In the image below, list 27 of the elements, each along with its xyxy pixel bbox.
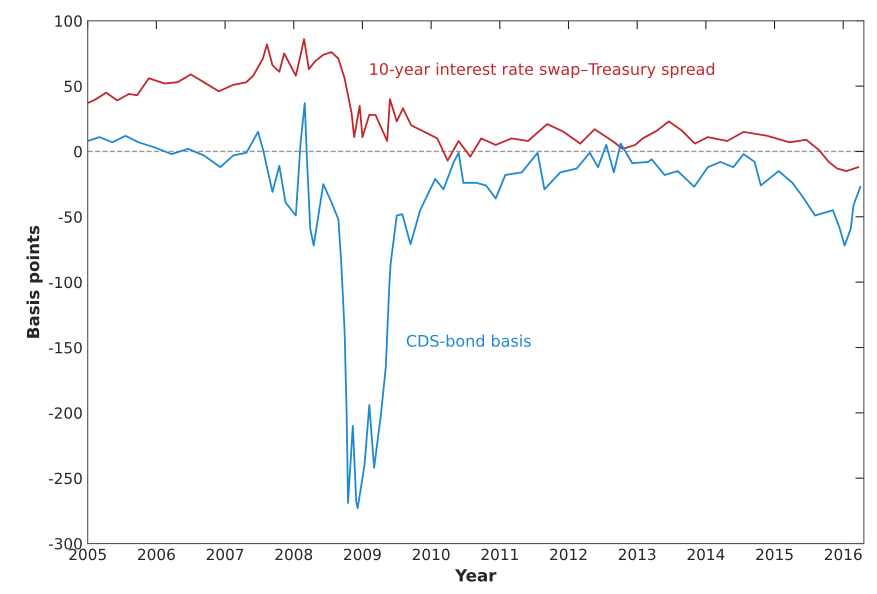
x-tick-label: 2009 [344, 548, 381, 560]
y-tick-label: 50 [64, 80, 82, 92]
y-tick-label: -100 [48, 276, 82, 288]
y-axis-title: Basis points [26, 226, 43, 338]
x-tick-label: 2006 [138, 548, 175, 560]
y-tick-label: 100 [55, 15, 82, 27]
x-tick-label: 2010 [412, 548, 450, 560]
y-tick-label: -250 [48, 472, 82, 484]
series-label: CDS-bond basis [406, 334, 531, 347]
x-tick-label: 2014 [688, 548, 724, 560]
x-tick-label: 2016 [824, 548, 862, 560]
y-tick-label: 0 [74, 146, 82, 158]
line-series [88, 102, 862, 510]
x-tick-label: 2011 [481, 548, 518, 560]
x-tick-label: 2015 [756, 548, 793, 560]
x-tick-label: 2013 [618, 548, 656, 560]
line-series [88, 38, 860, 172]
y-tick-label: -300 [48, 538, 82, 550]
y-tick-label: -50 [58, 211, 82, 223]
series-label: 10-year interest rate swap–Treasury spread [370, 62, 714, 78]
y-tick-label: -200 [48, 407, 82, 419]
x-tick-label: 2005 [69, 548, 106, 560]
x-axis-title: Year [454, 569, 496, 582]
x-tick-label: 2012 [550, 548, 586, 560]
x-tick-label: 2008 [275, 548, 312, 560]
x-tick-label: 2007 [206, 548, 244, 560]
y-tick-label: -150 [48, 342, 82, 354]
